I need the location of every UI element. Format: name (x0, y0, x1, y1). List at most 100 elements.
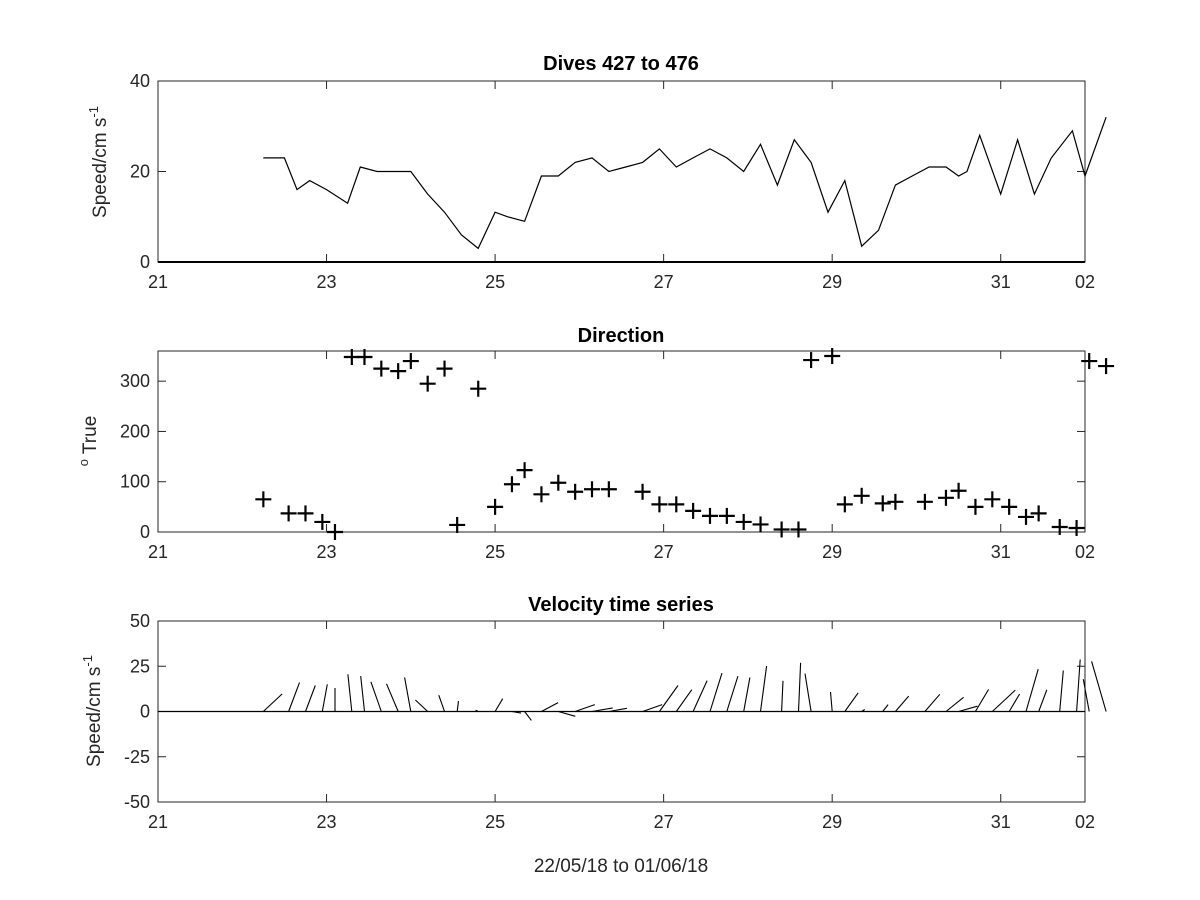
panel-direction-point (1081, 353, 1098, 370)
panel-velocity-vector-stick (321, 684, 328, 712)
panel-direction-point (1051, 518, 1068, 535)
panel-velocity-vector-stick (829, 691, 833, 712)
panel-velocity-vector-stick (1059, 670, 1064, 712)
panel-direction-point (402, 353, 419, 370)
panel-direction-point (390, 363, 407, 380)
panel-direction-x-tick-label: 25 (485, 542, 505, 562)
panel-velocity-vector-stick (456, 700, 460, 712)
panel-velocity-vector-stick (494, 698, 504, 712)
panel-velocity-vector-stick (658, 685, 679, 712)
panel-velocity-vector-stick (1008, 693, 1021, 712)
panel-velocity-vector-stick (642, 704, 663, 713)
panel-velocity-vector-stick (781, 680, 784, 712)
panel-velocity-vector-stick (438, 695, 446, 712)
panel-direction-y-tick-label: 0 (140, 522, 150, 542)
panel-direction: Direction 21 23 25 27 29 31 02 0 100 200 300 o Tru… (76, 325, 1115, 562)
panel-direction-point (255, 491, 272, 508)
panel-velocity-vector-stick (709, 672, 723, 712)
panel-velocity-y-tick-label: 0 (140, 702, 150, 722)
panel-direction-x-tick-label: 02 (1075, 542, 1095, 562)
panel-speed-y-tick-label: 0 (140, 252, 150, 272)
panel-direction-point (937, 489, 954, 506)
panel-velocity-x-tick-label: 25 (485, 812, 505, 832)
panel-direction-point (503, 476, 520, 493)
panel-velocity-vector-stick (404, 677, 412, 712)
panel-velocity-ylabel-main: Speed/cm s (84, 667, 105, 767)
panel-speed-x-tick-label: 23 (317, 272, 337, 292)
panel-velocity-vector-stick (991, 689, 1016, 712)
panel-direction-x-tick-label: 23 (317, 542, 337, 562)
panel-speed-ylabel-sup: -1 (86, 106, 101, 118)
panel-velocity-x-tick-label: 27 (654, 812, 674, 832)
panel-velocity-vector-stick (692, 680, 708, 712)
panel-velocity-vector-stick (415, 699, 429, 712)
panel-direction-point (887, 493, 904, 510)
panel-velocity-vector-stick (370, 681, 382, 712)
panel-direction-point (567, 483, 584, 500)
panel-direction-point (280, 505, 297, 522)
panel-velocity-vector-stick (541, 702, 559, 712)
panel-direction-point (550, 474, 567, 491)
panel-direction-point (449, 516, 466, 533)
panel-velocity-vector-stick (958, 705, 978, 713)
panel-velocity-vector-stick (675, 689, 693, 712)
panel-speed-ylabel: Speed/cm s-1 (86, 106, 111, 218)
panel-direction-plot: 21 23 25 27 29 31 02 0 100 200 300 (120, 348, 1115, 562)
panel-direction-point (1001, 498, 1018, 515)
panel-direction-point (651, 496, 668, 513)
panel-speed-x-tick-label: 02 (1075, 272, 1095, 292)
panel-direction-point (853, 487, 870, 504)
panel-direction-x-tick-label: 21 (148, 542, 168, 562)
panel-velocity-vector-stick (882, 704, 889, 712)
panel-direction-x-tick-label: 31 (991, 542, 1011, 562)
panel-velocity-y-tick-label: 25 (130, 656, 150, 676)
panel-velocity-vector-stick (524, 711, 532, 721)
panel-direction-point (297, 505, 314, 522)
panel-velocity-vector-stick (347, 674, 353, 712)
panel-velocity: Velocity time series 21 23 25 27 29 31 02 -50 -2… (80, 594, 1107, 832)
panel-velocity-plot: 21 23 25 27 29 31 02 -50 -25 0 25 50 (124, 611, 1107, 832)
panel-velocity-vector-stick (1038, 689, 1048, 712)
panel-velocity-vector-stick (945, 696, 964, 712)
panel-direction-point (950, 482, 967, 499)
panel-velocity-x-tick-label: 02 (1075, 812, 1095, 832)
panel-velocity-vector-stick (743, 677, 751, 712)
panel-velocity-x-tick-label: 31 (991, 812, 1011, 832)
panel-direction-point (600, 481, 617, 498)
panel-direction-y-tick-label: 100 (120, 472, 150, 492)
panel-direction-x-tick-label: 27 (654, 542, 674, 562)
panel-velocity-y-tick-label: 50 (130, 611, 150, 631)
panel-velocity-vector-stick (511, 710, 522, 714)
panel-velocity-vector-stick (974, 689, 990, 712)
figure-xlabel: 22/05/18 to 01/06/18 (534, 856, 708, 877)
panel-direction-point (685, 502, 702, 519)
panel-direction-point (836, 496, 853, 513)
panel-direction-ylabel-sup: o (76, 459, 91, 466)
panel-velocity-vector-stick (1082, 679, 1090, 712)
panel-velocity-vector-stick (1076, 659, 1081, 712)
panel-direction-title: Direction (578, 325, 665, 347)
panel-direction-point (326, 524, 343, 540)
panel-direction-y-tick-label: 200 (120, 421, 150, 441)
panel-velocity-vector-stick (861, 709, 866, 712)
panel-velocity-x-tick-label: 29 (822, 812, 842, 832)
panel-velocity-vector-stick (759, 665, 768, 712)
panel-velocity-vector-stick (608, 707, 627, 713)
panel-speed: Dives 427 to 476 21 23 25 27 29 31 02 0 20 40 Spe… (86, 53, 1107, 292)
panel-direction-point (634, 483, 651, 500)
panel-direction-point (803, 352, 820, 369)
panel-direction-ylabel-main: True (80, 416, 101, 459)
panel-velocity-vector-stick (591, 707, 613, 713)
panel-direction-point (584, 481, 601, 498)
panel-direction-point (373, 360, 390, 377)
panel-velocity-vector-stick (360, 676, 366, 712)
panel-velocity-vector-stick (726, 676, 739, 712)
panel-direction-point (916, 493, 933, 510)
panel-direction-point (436, 360, 453, 377)
panel-speed-x-tick-label: 29 (822, 272, 842, 292)
panel-velocity-vector-stick (804, 673, 812, 712)
panel-direction-point (701, 507, 718, 524)
panel-direction-point (790, 521, 807, 538)
panel-direction-point (874, 495, 891, 512)
